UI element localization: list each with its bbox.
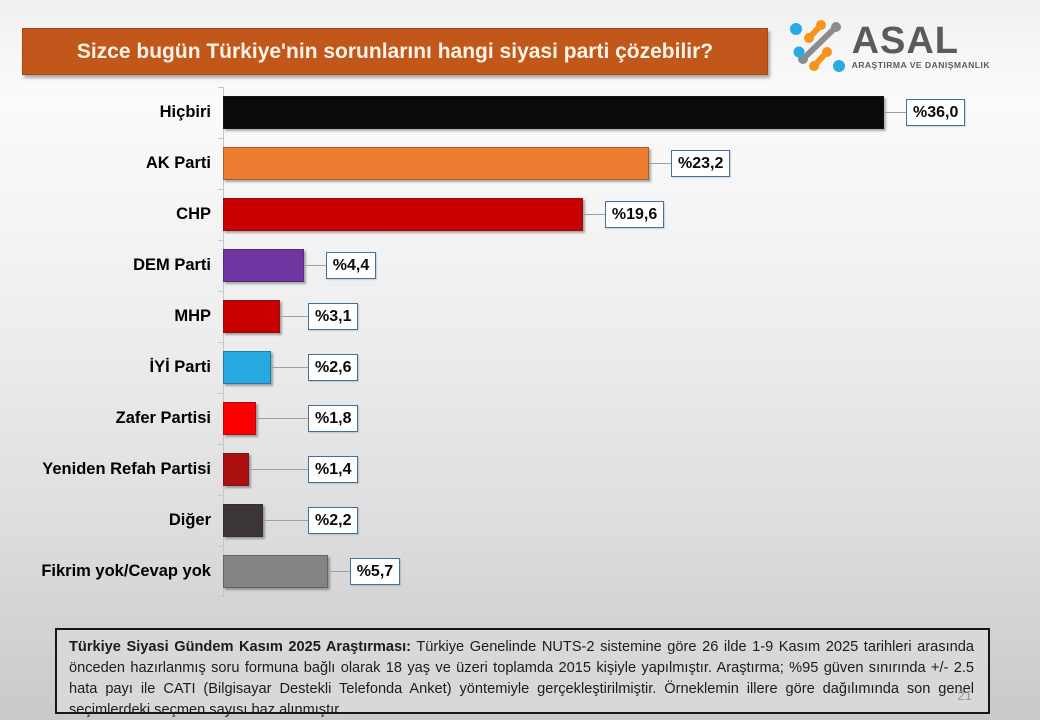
asal-logo-icon — [789, 20, 845, 72]
bar-track: %2,6 — [223, 351, 995, 384]
methodology-title: Türkiye Siyasi Gündem Kasım 2025 Araştır… — [69, 639, 412, 655]
value-label: %36,0 — [906, 99, 966, 126]
bar-track: %2,2 — [223, 504, 995, 537]
asal-logo-text: ASAL ARAŞTIRMA VE DANIŞMANLIK — [851, 19, 990, 70]
category-label: CHP — [176, 205, 211, 223]
bar-track: %19,6 — [223, 198, 995, 231]
bar-track: %4,4 — [223, 249, 995, 282]
leader-line — [263, 520, 308, 521]
category-label: Diğer — [168, 511, 211, 529]
logo-name: ASAL — [851, 19, 960, 62]
bar-chart: Hiçbiri %36,0 AK Parti %23,2 CHP %19,6 DEM Par… — [30, 87, 995, 597]
chart-row: İYİ Parti %2,6 — [30, 342, 995, 393]
leader-line — [884, 112, 906, 113]
category-label: Zafer Partisi — [115, 409, 211, 427]
category-label: AK Parti — [145, 154, 211, 172]
value-label: %23,2 — [671, 150, 731, 177]
chart-row: Diğer %2,2 — [30, 495, 995, 546]
bar-2 — [223, 198, 583, 231]
category-label: Fikrim yok/Cevap yok — [41, 562, 211, 580]
category-label: Yeniden Refah Partisi — [42, 460, 211, 478]
leader-line — [649, 163, 671, 164]
category-label: DEM Parti — [133, 256, 211, 274]
leader-line — [270, 367, 308, 368]
bar-0 — [223, 96, 884, 129]
bar-7 — [223, 453, 249, 486]
leader-line — [327, 571, 350, 572]
category-label: MHP — [174, 307, 211, 325]
page-title: Sizce bugün Türkiye'nin sorunlarını hang… — [22, 28, 768, 75]
category-label: İYİ Parti — [149, 358, 211, 376]
logo-subtitle: ARAŞTIRMA VE DANIŞMANLIK — [851, 59, 990, 70]
leader-line — [303, 265, 326, 266]
bar-track: %3,1 — [223, 300, 995, 333]
value-label: %2,2 — [308, 507, 359, 534]
value-label: %4,4 — [325, 252, 377, 279]
chart-row: Zafer Partisi %1,8 — [30, 393, 995, 444]
page-number: 21 — [957, 688, 972, 704]
bar-3 — [223, 249, 304, 282]
bar-track: %1,4 — [223, 453, 995, 486]
bar-4 — [223, 300, 280, 333]
chart-row: CHP %19,6 — [30, 189, 995, 240]
chart-row: Fikrim yok/Cevap yok %5,7 — [30, 546, 995, 597]
methodology-text: Türkiye Genelinde NUTS-2 sistemine göre … — [69, 639, 974, 718]
bar-track: %23,2 — [223, 147, 995, 180]
value-label: %2,6 — [308, 354, 359, 381]
bar-1 — [223, 147, 649, 180]
chart-row: Hiçbiri %36,0 — [30, 87, 995, 138]
value-label: %1,4 — [308, 456, 359, 483]
leader-line — [256, 418, 308, 419]
chart-row: AK Parti %23,2 — [30, 138, 995, 189]
chart-row: DEM Parti %4,4 — [30, 240, 995, 291]
bar-track: %36,0 — [223, 96, 995, 129]
bar-5 — [223, 351, 271, 384]
category-label: Hiçbiri — [159, 103, 211, 121]
chart-row: Yeniden Refah Partisi %1,4 — [30, 444, 995, 495]
bar-6 — [223, 402, 257, 435]
asal-logo: ASAL ARAŞTIRMA VE DANIŞMANLIK — [786, 16, 990, 76]
bar-9 — [223, 555, 328, 588]
leader-line — [279, 316, 308, 317]
value-label: %5,7 — [349, 558, 401, 585]
bar-8 — [223, 504, 264, 537]
bar-track: %5,7 — [223, 555, 995, 588]
leader-line — [248, 469, 308, 470]
bar-track: %1,8 — [223, 402, 995, 435]
value-label: %3,1 — [308, 303, 359, 330]
value-label: %19,6 — [604, 201, 665, 228]
leader-line — [582, 214, 605, 215]
methodology-note: Türkiye Siyasi Gündem Kasım 2025 Araştır… — [55, 628, 990, 718]
chart-row: MHP %3,1 — [30, 291, 995, 342]
chart-rows: Hiçbiri %36,0 AK Parti %23,2 CHP %19,6 DEM Par… — [30, 87, 995, 597]
value-label: %1,8 — [308, 405, 359, 432]
